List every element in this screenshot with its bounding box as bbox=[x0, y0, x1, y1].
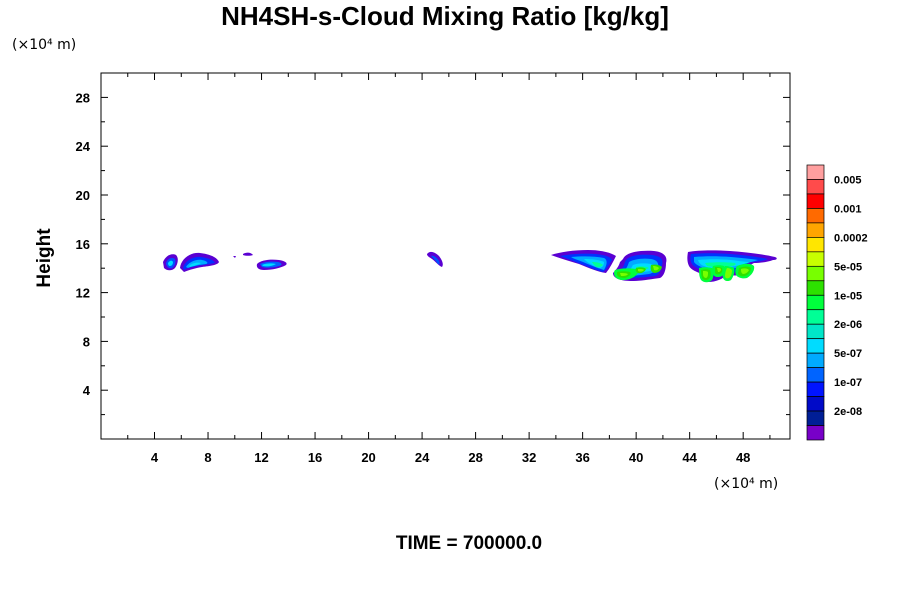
colorbar-label: 2e-08 bbox=[834, 406, 862, 418]
colorbar: 0.005 0.001 0.0002 5e-05 1e-05 2e-06 5e-07 1e-0… bbox=[806, 164, 868, 441]
colorbar-swatch bbox=[806, 381, 825, 397]
cloud-8 bbox=[687, 250, 777, 283]
colorbar-label: 0.001 bbox=[834, 203, 862, 215]
chart-title: NH4SH-s-Cloud Mixing Ratio [kg/kg] bbox=[221, 1, 669, 31]
colorbar-swatch bbox=[806, 410, 825, 426]
x-tick-label: 44 bbox=[682, 450, 697, 465]
colorbar-label: 1e-05 bbox=[834, 290, 862, 302]
y-tick-label: 12 bbox=[76, 286, 90, 301]
cloud-7 bbox=[613, 250, 667, 281]
colorbar-swatch bbox=[806, 179, 825, 195]
colorbar-label: 0.0002 bbox=[834, 232, 868, 244]
colorbar-label: 2e-06 bbox=[834, 319, 862, 331]
x-tick-label: 32 bbox=[522, 450, 536, 465]
colorbar-swatch bbox=[806, 425, 825, 441]
x-tick-label: 24 bbox=[415, 450, 430, 465]
cloud-4 bbox=[256, 259, 287, 270]
x-unit-label: (×10⁴ m) bbox=[714, 476, 778, 492]
cloud-6 bbox=[551, 250, 616, 273]
colorbar-swatch bbox=[806, 280, 825, 296]
colorbar-swatch bbox=[806, 251, 825, 267]
colorbar-swatch bbox=[806, 208, 825, 224]
cloud-5 bbox=[427, 251, 443, 267]
cloud-3 bbox=[233, 252, 253, 258]
x-tick-label: 8 bbox=[204, 450, 211, 465]
y-tick-label: 24 bbox=[76, 139, 91, 154]
plot-area bbox=[100, 72, 791, 440]
y-tick-label: 8 bbox=[83, 334, 90, 349]
x-tick-label: 20 bbox=[361, 450, 375, 465]
colorbar-swatch bbox=[806, 367, 825, 383]
colorbar-swatch bbox=[806, 309, 825, 325]
y-tick-label: 16 bbox=[76, 237, 90, 252]
colorbar-swatch bbox=[806, 352, 825, 368]
cloud-2 bbox=[180, 252, 219, 272]
colorbar-label: 5e-05 bbox=[834, 261, 862, 273]
colorbar-swatch bbox=[806, 237, 825, 253]
x-tick-label: 40 bbox=[629, 450, 643, 465]
x-axis-ticks: 4 8 12 16 20 24 28 32 36 40 44 48 bbox=[127, 73, 771, 465]
x-tick-label: 48 bbox=[736, 450, 750, 465]
colorbar-label: 0.005 bbox=[834, 174, 862, 186]
colorbar-label: 5e-07 bbox=[834, 348, 862, 360]
y-axis-ticks: 4 8 12 16 20 24 28 bbox=[76, 90, 790, 416]
x-tick-label: 4 bbox=[151, 450, 159, 465]
y-tick-label: 4 bbox=[83, 383, 91, 398]
x-tick-label: 12 bbox=[254, 450, 268, 465]
y-axis-label: Height bbox=[34, 228, 55, 288]
colorbar-swatch bbox=[806, 193, 825, 209]
x-tick-label: 36 bbox=[575, 450, 589, 465]
x-tick-label: 28 bbox=[468, 450, 482, 465]
x-tick-label: 16 bbox=[308, 450, 322, 465]
time-label: TIME = 700000.0 bbox=[396, 533, 542, 554]
y-tick-label: 28 bbox=[76, 90, 90, 105]
colorbar-swatch bbox=[806, 396, 825, 412]
colorbar-label: 1e-07 bbox=[834, 377, 862, 389]
y-unit-label: (×10⁴ m) bbox=[12, 37, 76, 53]
y-tick-label: 20 bbox=[76, 188, 90, 203]
colorbar-swatch bbox=[806, 222, 825, 238]
colorbar-swatch bbox=[806, 164, 825, 180]
colorbar-swatch bbox=[806, 265, 825, 282]
cloud-field bbox=[163, 250, 777, 283]
cloud-1 bbox=[163, 254, 178, 271]
colorbar-swatch bbox=[806, 338, 825, 354]
colorbar-swatch bbox=[806, 294, 825, 311]
colorbar-swatch bbox=[806, 323, 825, 340]
